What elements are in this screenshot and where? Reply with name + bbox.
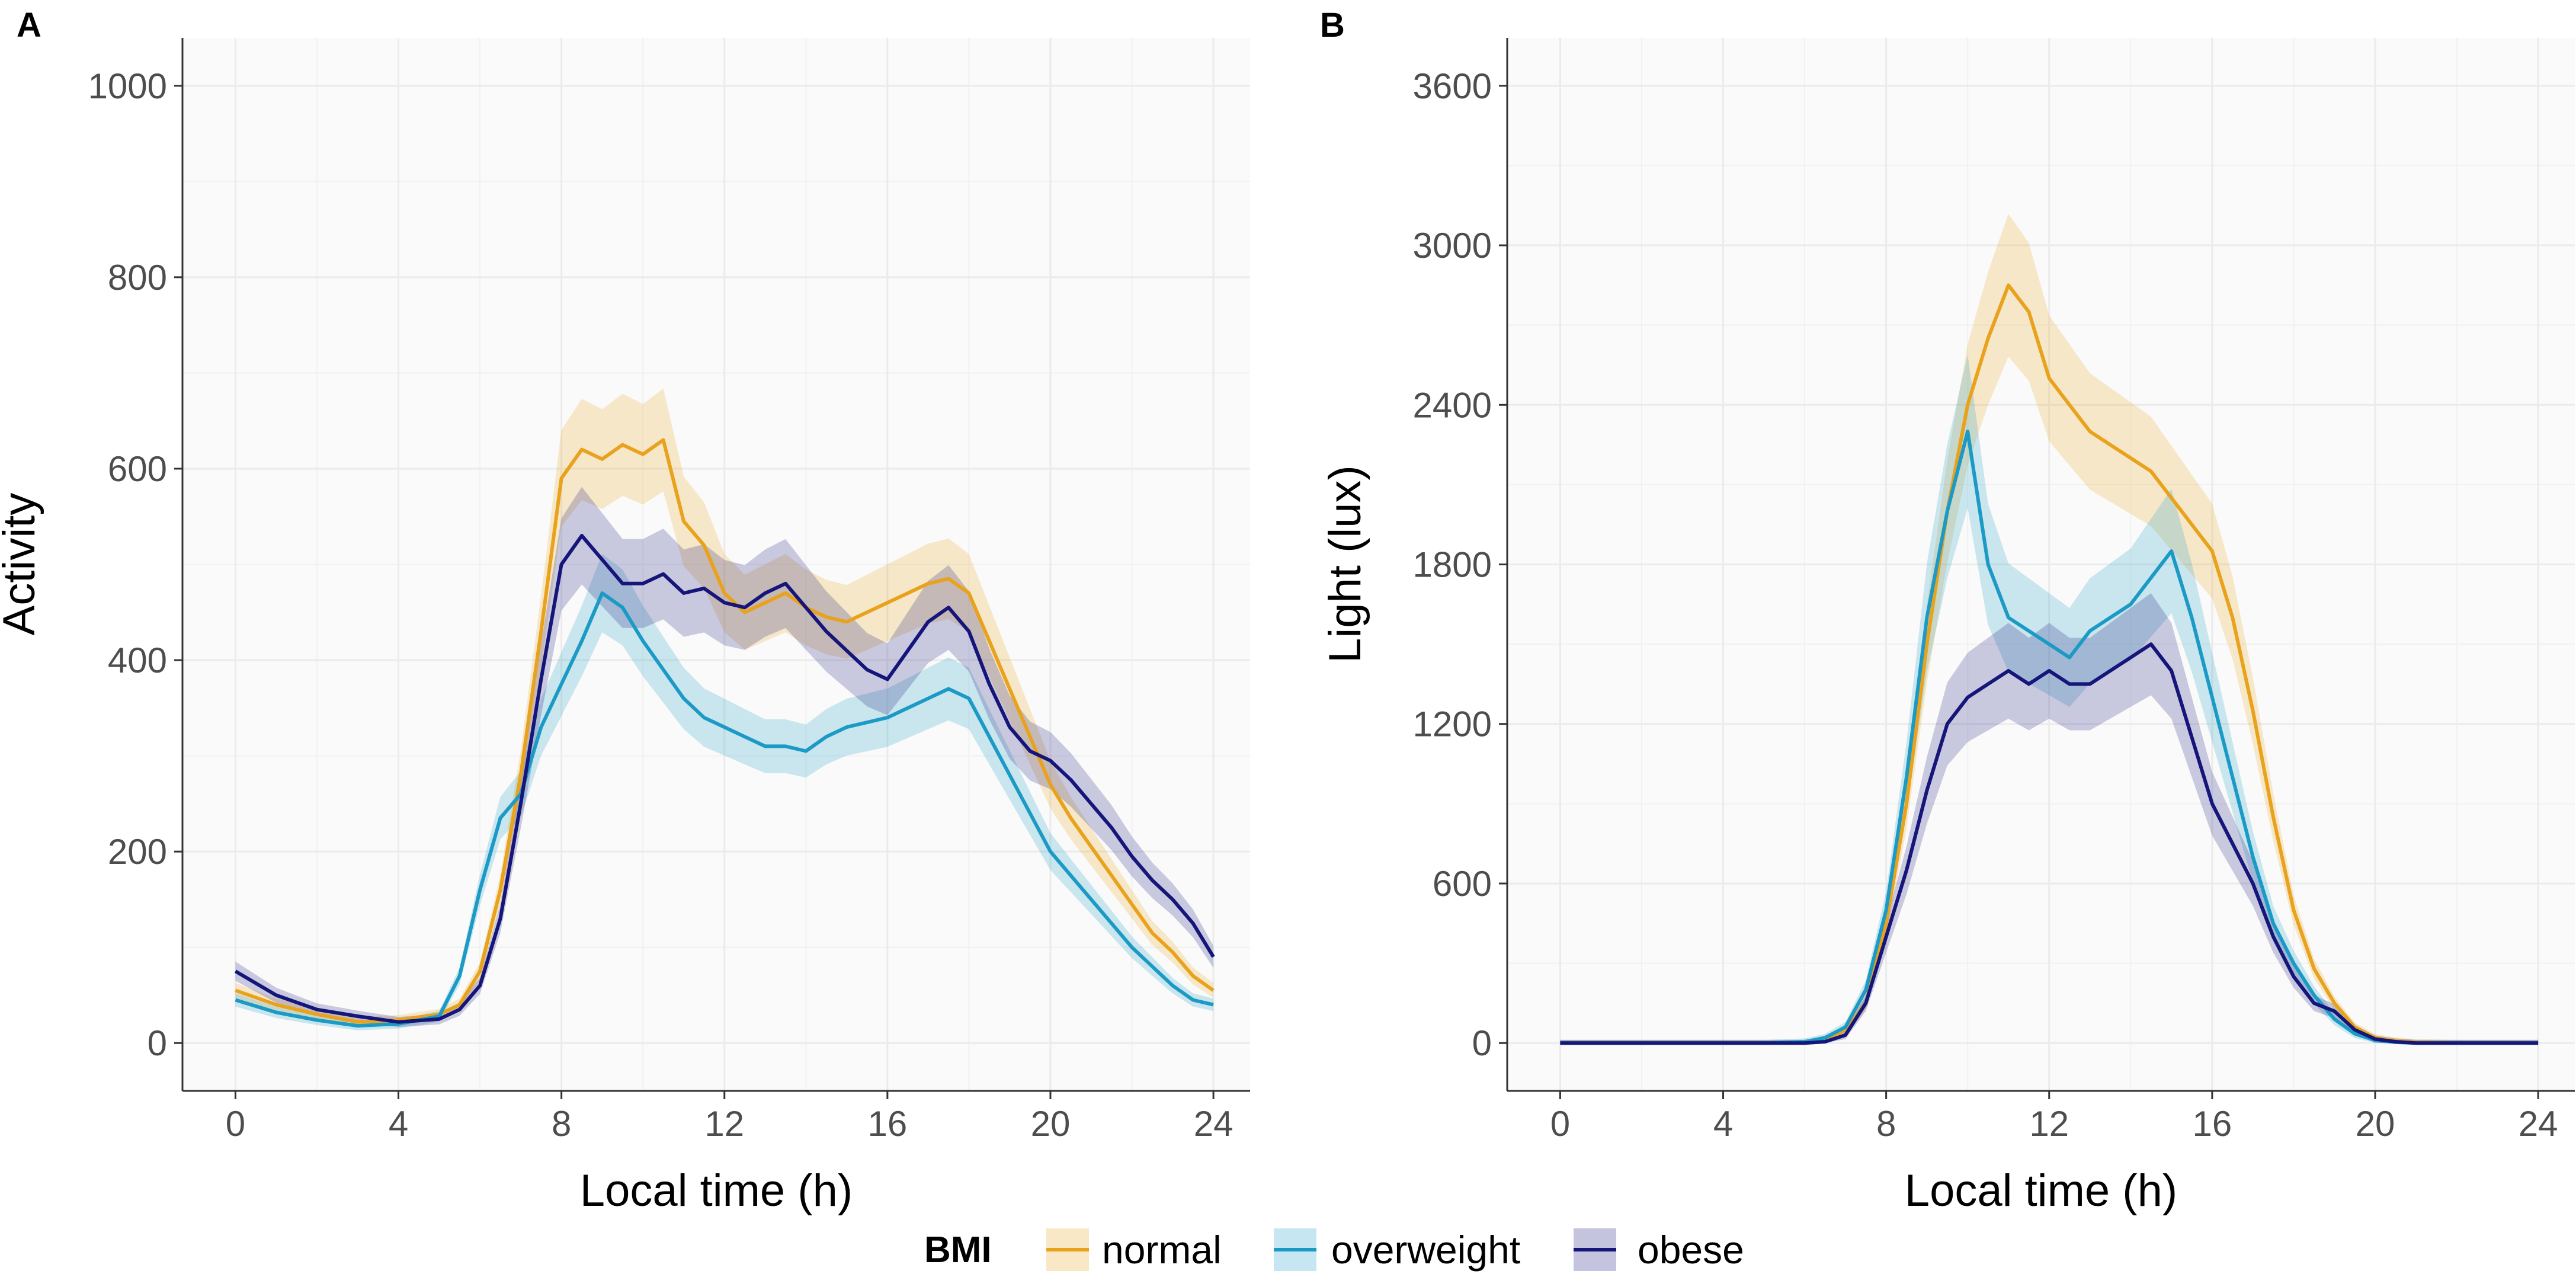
activity-ribbon-obese: [235, 486, 1214, 1027]
light-y-tick-label: 1200: [1413, 705, 1492, 744]
activity-y-tick-label: 0: [148, 1023, 167, 1063]
activity-x-tick-label: 24: [1194, 1104, 1233, 1144]
light-x-tick-label: 0: [1550, 1104, 1570, 1144]
light-y-tick-label: 600: [1433, 864, 1492, 904]
activity-y-tick-label: 800: [108, 258, 167, 297]
light-ticks: 0 4 8 12 16 20 24 0 600 1200 1800 2400 3000 3600: [1413, 66, 2558, 1144]
activity-line-overweight: [235, 591, 1214, 1028]
legend-label-overweight: overweight: [1331, 1228, 1520, 1272]
light-line-overweight: [1560, 430, 2539, 1045]
activity-ticks: 0 4 8 12 16 20 24 0 200 400 600 800 1000: [88, 66, 1233, 1144]
light-y-tick-label: 0: [1472, 1023, 1492, 1063]
light-y-tick-label: 2400: [1413, 385, 1492, 425]
activity-gridlines: [182, 38, 1250, 1091]
light-x-tick-label: 16: [2192, 1104, 2232, 1144]
activity-x-axis-title: Local time (h): [580, 1166, 853, 1216]
activity-x-tick-label: 12: [704, 1104, 744, 1144]
light-y-axis-title: Light (lux): [1320, 465, 1370, 663]
light-y-tick-label: 1800: [1413, 545, 1492, 585]
legend-item-obese: obese: [1574, 1228, 1744, 1272]
light-lines: [1560, 283, 2539, 1045]
activity-plot: 0 4 8 12 16 20 24 0 200 400 600 800 1000 Local time …: [0, 38, 1250, 1216]
activity-y-tick-label: 200: [108, 832, 167, 872]
light-x-tick-label: 4: [1713, 1104, 1733, 1144]
activity-y-axis-title: Activity: [0, 493, 44, 636]
activity-line-normal: [235, 438, 1215, 1024]
light-y-tick-label: 3600: [1413, 66, 1492, 106]
activity-y-tick-label: 400: [108, 641, 167, 680]
light-x-tick-label: 12: [2029, 1104, 2069, 1144]
activity-y-tick-label: 600: [108, 449, 167, 489]
activity-ribbon-overweight: [235, 553, 1214, 1030]
light-ribbon-obese: [1560, 593, 2539, 1043]
legend-title: BMI: [924, 1230, 992, 1270]
activity-x-tick-label: 4: [389, 1104, 408, 1144]
activity-x-tick-label: 16: [867, 1104, 907, 1144]
light-plot: 0 4 8 12 16 20 24 0 600 1200 1800 2400 3000 3600 Loca…: [1320, 38, 2575, 1216]
legend-item-overweight: overweight: [1274, 1228, 1520, 1272]
activity-line-obese: [234, 534, 1215, 1024]
legend-item-normal: normal: [1046, 1228, 1222, 1272]
light-x-axis-title: Local time (h): [1905, 1166, 2177, 1216]
activity-x-tick-label: 20: [1031, 1104, 1071, 1144]
light-x-tick-label: 8: [1876, 1104, 1896, 1144]
light-x-tick-label: 20: [2356, 1104, 2395, 1144]
legend-label-obese: obese: [1638, 1228, 1744, 1272]
legend-label-normal: normal: [1102, 1228, 1222, 1272]
panel-a-label: A: [17, 6, 41, 44]
light-line-obese: [1560, 642, 2539, 1045]
activity-x-tick-label: 0: [226, 1104, 245, 1144]
light-x-tick-label: 24: [2519, 1104, 2558, 1144]
activity-lines: [234, 438, 1215, 1028]
activity-x-tick-label: 8: [552, 1104, 571, 1144]
legend: BMI normal overweight obese: [924, 1228, 1744, 1272]
activity-y-tick-label: 1000: [88, 66, 167, 106]
panel-b-label: B: [1320, 6, 1345, 44]
light-y-tick-label: 3000: [1413, 226, 1492, 265]
